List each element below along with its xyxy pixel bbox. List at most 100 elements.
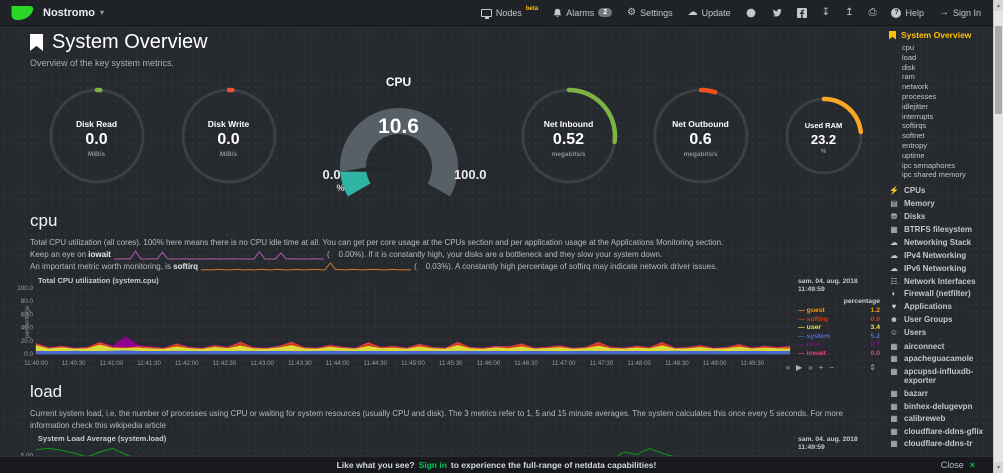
sidebar-subitem[interactable]: ipc shared memory <box>902 170 966 180</box>
gauges-row: Disk Read 0.0 MiB/s Disk Write 0.0 MiB/s… <box>30 74 881 202</box>
sidebar-container-item[interactable]: ▦ binhex-delugevpn <box>890 401 973 411</box>
legend-row-softirq[interactable]: — softirq 0.0 <box>798 316 880 325</box>
sidebar-section-item[interactable]: ▦ BTRFS filesystem <box>889 224 993 237</box>
cpu-utilization-chart[interactable]: Total CPU utilization (system.cpu) perce… <box>6 276 880 373</box>
sidebar-section-item[interactable]: ◐ Firewall (netfilter) <box>889 288 993 301</box>
netdata-logo[interactable] <box>10 5 34 21</box>
sidebar-container-item[interactable]: ▦ cloudflare-ddns-gflix <box>890 426 984 436</box>
footer-sign-in-link[interactable]: Sign in <box>418 460 447 470</box>
gauge-disk-read[interactable]: Disk Read 0.0 MiB/s <box>45 84 149 193</box>
top-navigation-bar: Nostromo ▾ Nodes beta Alarms 2 ⚙ Setting… <box>0 0 993 26</box>
chart-resize-handle[interactable]: ⇕ <box>869 363 876 372</box>
sidebar-section-item[interactable]: ☺ Users <box>889 327 993 340</box>
sidebar-close-button[interactable]: Close × <box>940 460 975 470</box>
legend-row-guest[interactable]: — guest 1.2 <box>798 307 880 316</box>
window-scrollbar[interactable]: ▲ ▼ <box>993 0 1003 473</box>
rewind-icon[interactable]: « <box>785 363 791 372</box>
sidebar-subitem[interactable]: interrupts <box>902 111 934 121</box>
sidebar-section-item[interactable]: ☁ IPv4 Networking <box>889 250 993 263</box>
update-button[interactable]: ☁ Update <box>687 6 731 18</box>
softirq-sparkline[interactable] <box>201 262 412 272</box>
chart-toolbar: « ▶ » + − <box>786 363 834 372</box>
sidebar-subitem[interactable]: uptime <box>902 150 925 160</box>
scrollbar-thumb[interactable] <box>995 26 1002 114</box>
gauge-units: MiB/s <box>87 150 106 158</box>
legend-time: 11:49:59 <box>798 444 825 451</box>
scrollbar-down-button[interactable]: ▼ <box>994 462 1003 473</box>
section-icon: ▤ <box>890 199 898 209</box>
sidebar-container-item[interactable]: ▦ airconnect <box>890 341 945 351</box>
import-button[interactable]: ↧ <box>821 6 831 18</box>
sidebar-subitem[interactable]: disk <box>902 62 916 72</box>
gauge-disk-write[interactable]: Disk Write 0.0 MiB/s <box>177 84 281 193</box>
facebook-button[interactable] <box>796 7 807 18</box>
sidebar-subitem[interactable]: load <box>902 52 917 62</box>
legend-row-iowait[interactable]: — iowait 0.0 <box>798 350 880 359</box>
gauge-cpu[interactable]: CPU 10.6 0.0 100.0 % <box>309 75 489 201</box>
sidebar-subitem[interactable]: softirqs <box>902 121 927 131</box>
legend-row-nice[interactable]: — nice 0.7 <box>798 341 880 350</box>
sidebar-container-item[interactable]: ▦ bazarr <box>890 388 929 398</box>
play-icon[interactable]: ▶ <box>796 363 803 372</box>
fast-forward-icon[interactable]: » <box>808 363 813 372</box>
github-button[interactable] <box>746 8 756 18</box>
iowait-sparkline[interactable] <box>113 249 324 260</box>
sidebar-subitem[interactable]: cpu <box>902 43 915 52</box>
help-button[interactable]: ? Help <box>891 7 924 18</box>
legend-row-user[interactable]: — user 3.4 <box>798 324 880 333</box>
sidebar-subitem[interactable]: ipc semaphores <box>902 160 955 170</box>
sidebar-subitem[interactable]: processes <box>902 91 937 101</box>
sidebar-container-item[interactable]: ▦ apcupsd-influxdb-exporter <box>890 366 974 386</box>
chevron-down-icon[interactable]: ▾ <box>99 8 104 17</box>
svg-text:0.0: 0.0 <box>24 351 33 358</box>
sidebar-container-item[interactable]: ▦ calibreweb <box>890 414 946 424</box>
sidebar-section-item[interactable]: ☻ User Groups <box>889 314 993 327</box>
gauge-net-outbound[interactable]: Net Outbound 0.6 megabits/s <box>649 84 753 193</box>
settings-button[interactable]: ⚙ Settings <box>627 6 673 18</box>
gauge-net-inbound[interactable]: Net Inbound 0.52 megabits/s <box>517 84 621 193</box>
sidebar-subitem[interactable]: softnet <box>902 131 925 141</box>
chart-title: System Load Average (system.load) <box>38 434 167 443</box>
page-subtitle: Overview of the key system metrics. <box>30 58 175 68</box>
twitter-button[interactable] <box>771 8 782 17</box>
section-icon: ◐ <box>891 289 897 299</box>
chart-plot-area[interactable]: 3.004.005.00 <box>6 443 794 456</box>
load-description: Current system load, i.e. the number of … <box>30 409 843 430</box>
system-load-chart[interactable]: System Load Average (system.load) 3.004.… <box>6 434 880 456</box>
download-icon: ↧ <box>821 6 831 18</box>
nodes-button[interactable]: Nodes beta <box>480 5 539 19</box>
facebook-icon <box>796 7 807 18</box>
zoom-out-icon[interactable]: − <box>829 363 834 372</box>
sidebar-subitem[interactable]: idlejitter <box>902 101 928 111</box>
gauge-used-ram[interactable]: Used RAM 23.2 % <box>781 93 867 184</box>
wikipedia-link[interactable]: this wikipedia article <box>94 421 167 430</box>
print-button[interactable]: ⎙ <box>868 7 876 18</box>
sidebar-container-item[interactable]: ▦ apacheguacamole <box>890 354 974 364</box>
sidebar-subitem[interactable]: ram <box>902 72 915 82</box>
gear-icon: ⚙ <box>627 6 637 18</box>
sidebar-container-item[interactable]: ▦ cloudflare-ddns-tr <box>890 439 973 449</box>
beta-badge: beta <box>525 5 539 12</box>
cpu-description-line3: An important metric worth monitoring, is… <box>30 262 718 272</box>
legend-row-system[interactable]: — system 5.2 <box>798 333 880 342</box>
sign-in-button[interactable]: → Sign In <box>938 6 981 18</box>
sidebar-section-item[interactable]: ⚡ CPUs <box>889 185 993 198</box>
sidebar-subitem[interactable]: entropy <box>902 140 928 150</box>
zoom-in-icon[interactable]: + <box>818 363 824 372</box>
sidebar-section-item[interactable]: ☷ Network Interfaces <box>889 276 993 289</box>
sidebar-section-item[interactable]: ♥ Applications <box>889 301 993 314</box>
hostname-dropdown[interactable]: Nostromo <box>43 6 95 19</box>
scrollbar-up-button[interactable]: ▲ <box>994 0 1003 11</box>
footer-text-post: to experience the full-range of netdata … <box>450 460 657 470</box>
sidebar-section-item[interactable]: ⛃ Disks <box>889 211 993 224</box>
section-icon: ☁ <box>890 250 898 260</box>
chart-plot-area[interactable]: 0.0 20.0 40.0 60.0 80.0 100.0 11:40:00 11:40:30… <box>6 285 794 371</box>
footer-bar: Like what you see? Sign in to experience… <box>0 456 993 473</box>
sidebar-section-item[interactable]: ☁ IPv6 Networking <box>889 263 993 276</box>
alarms-button[interactable]: Alarms 2 <box>553 8 613 18</box>
sidebar-subitem[interactable]: network <box>902 82 929 92</box>
sidebar-section-item[interactable]: ☁ Networking Stack <box>889 237 993 250</box>
sidebar-section-item[interactable]: ▤ Memory <box>889 198 993 211</box>
export-button[interactable]: ↥ <box>845 7 853 18</box>
sidebar-item-system-overview[interactable]: System Overview <box>889 30 993 40</box>
